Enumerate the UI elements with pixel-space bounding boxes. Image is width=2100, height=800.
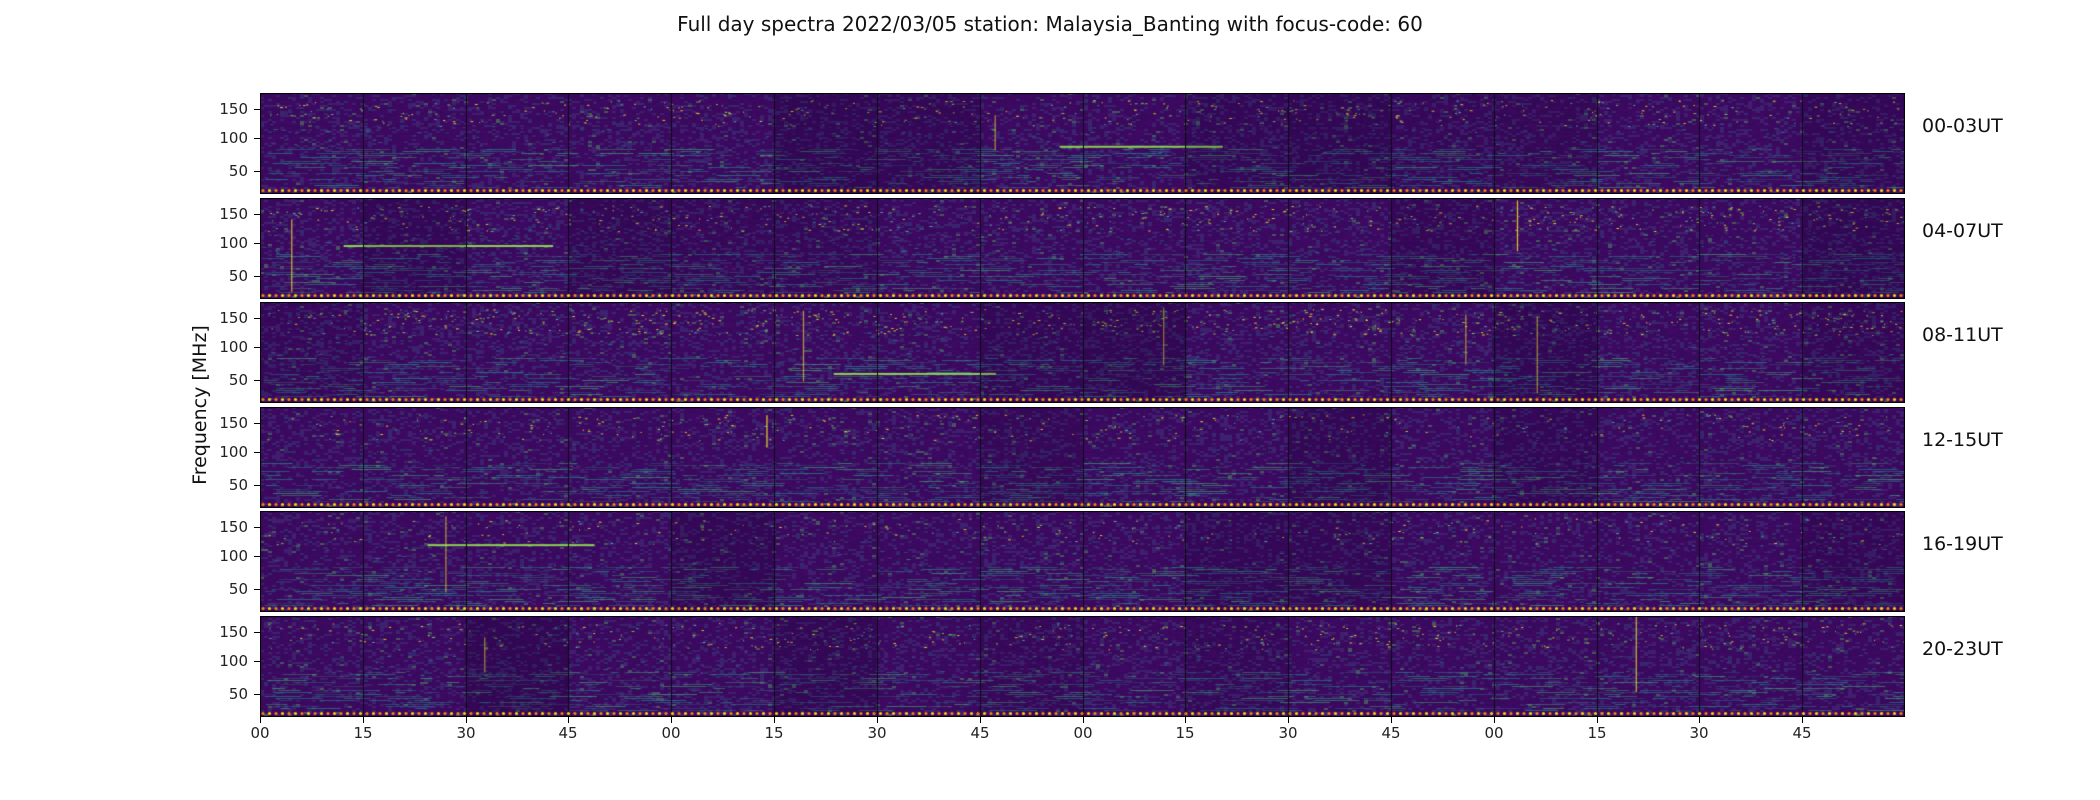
x-tick-mark xyxy=(1083,717,1084,723)
y-tick-label: 150 xyxy=(219,205,248,224)
spectrogram-row-04-07UT xyxy=(260,198,1905,299)
y-tick-label: 50 xyxy=(228,580,248,599)
y-tick-mark xyxy=(254,423,260,424)
x-tick-label: 00 xyxy=(1484,724,1504,742)
x-tick-mark xyxy=(1185,717,1186,723)
x-tick-mark xyxy=(774,717,775,723)
x-tick-mark xyxy=(1391,717,1392,723)
row-time-label: 04-07UT xyxy=(1922,220,2003,242)
y-tick-label: 150 xyxy=(219,623,248,642)
y-tick-mark xyxy=(254,347,260,348)
spectrogram-canvas xyxy=(260,511,1905,612)
y-tick-mark xyxy=(254,276,260,277)
x-tick-label: 00 xyxy=(1073,724,1093,742)
x-tick-label: 30 xyxy=(1689,724,1709,742)
x-tick-label: 45 xyxy=(1381,724,1401,742)
x-tick-label: 15 xyxy=(353,724,373,742)
row-time-label: 20-23UT xyxy=(1922,638,2003,660)
y-tick-mark xyxy=(254,527,260,528)
y-tick-label: 100 xyxy=(219,338,248,357)
row-time-label: 12-15UT xyxy=(1922,429,2003,451)
spectrogram-row-00-03UT xyxy=(260,93,1905,194)
y-tick-label: 100 xyxy=(219,547,248,566)
y-tick-mark xyxy=(254,556,260,557)
y-tick-label: 50 xyxy=(228,476,248,495)
x-tick-mark xyxy=(363,717,364,723)
y-tick-mark xyxy=(254,589,260,590)
y-tick-label: 150 xyxy=(219,100,248,119)
x-tick-mark xyxy=(1288,717,1289,723)
x-tick-mark xyxy=(671,717,672,723)
x-tick-label: 00 xyxy=(661,724,681,742)
x-tick-label: 15 xyxy=(1587,724,1607,742)
y-tick-label: 50 xyxy=(228,162,248,181)
y-tick-label: 150 xyxy=(219,414,248,433)
spectrogram-canvas xyxy=(260,93,1905,194)
y-tick-label: 100 xyxy=(219,129,248,148)
x-tick-mark xyxy=(260,717,261,723)
spectrogram-canvas xyxy=(260,302,1905,403)
spectrogram-row-12-15UT xyxy=(260,407,1905,508)
x-tick-mark xyxy=(1699,717,1700,723)
y-tick-label: 150 xyxy=(219,518,248,537)
y-tick-label: 150 xyxy=(219,309,248,328)
x-tick-label: 30 xyxy=(867,724,887,742)
y-tick-label: 100 xyxy=(219,652,248,671)
y-tick-mark xyxy=(254,109,260,110)
y-tick-label: 100 xyxy=(219,234,248,253)
x-tick-label: 15 xyxy=(764,724,784,742)
x-tick-mark xyxy=(877,717,878,723)
x-tick-mark xyxy=(1494,717,1495,723)
x-tick-label: 00 xyxy=(250,724,270,742)
x-tick-label: 30 xyxy=(1278,724,1298,742)
y-tick-mark xyxy=(254,318,260,319)
y-tick-mark xyxy=(254,694,260,695)
x-tick-label: 45 xyxy=(558,724,578,742)
x-tick-mark xyxy=(980,717,981,723)
y-tick-mark xyxy=(254,138,260,139)
spectrogram-canvas xyxy=(260,407,1905,508)
spectrogram-row-20-23UT xyxy=(260,616,1905,717)
y-tick-mark xyxy=(254,380,260,381)
spectrogram-row-16-19UT xyxy=(260,511,1905,612)
x-tick-label: 45 xyxy=(970,724,990,742)
y-tick-label: 50 xyxy=(228,371,248,390)
y-tick-label: 100 xyxy=(219,443,248,462)
y-tick-label: 50 xyxy=(228,685,248,704)
y-tick-mark xyxy=(254,661,260,662)
spectrogram-canvas xyxy=(260,198,1905,299)
spectrogram-canvas xyxy=(260,616,1905,717)
y-tick-mark xyxy=(254,632,260,633)
y-tick-mark xyxy=(254,243,260,244)
spectrogram-row-08-11UT xyxy=(260,302,1905,403)
y-tick-label: 50 xyxy=(228,267,248,286)
x-tick-mark xyxy=(568,717,569,723)
y-tick-mark xyxy=(254,171,260,172)
x-tick-label: 45 xyxy=(1792,724,1812,742)
y-tick-mark xyxy=(254,214,260,215)
x-tick-label: 15 xyxy=(1175,724,1195,742)
x-tick-mark xyxy=(1802,717,1803,723)
x-tick-mark xyxy=(1597,717,1598,723)
y-tick-mark xyxy=(254,452,260,453)
chart-title: Full day spectra 2022/03/05 station: Mal… xyxy=(677,12,1423,36)
row-time-label: 16-19UT xyxy=(1922,533,2003,555)
x-tick-label: 30 xyxy=(456,724,476,742)
x-tick-mark xyxy=(466,717,467,723)
row-time-label: 08-11UT xyxy=(1922,324,2003,346)
row-time-label: 00-03UT xyxy=(1922,115,2003,137)
y-tick-mark xyxy=(254,485,260,486)
